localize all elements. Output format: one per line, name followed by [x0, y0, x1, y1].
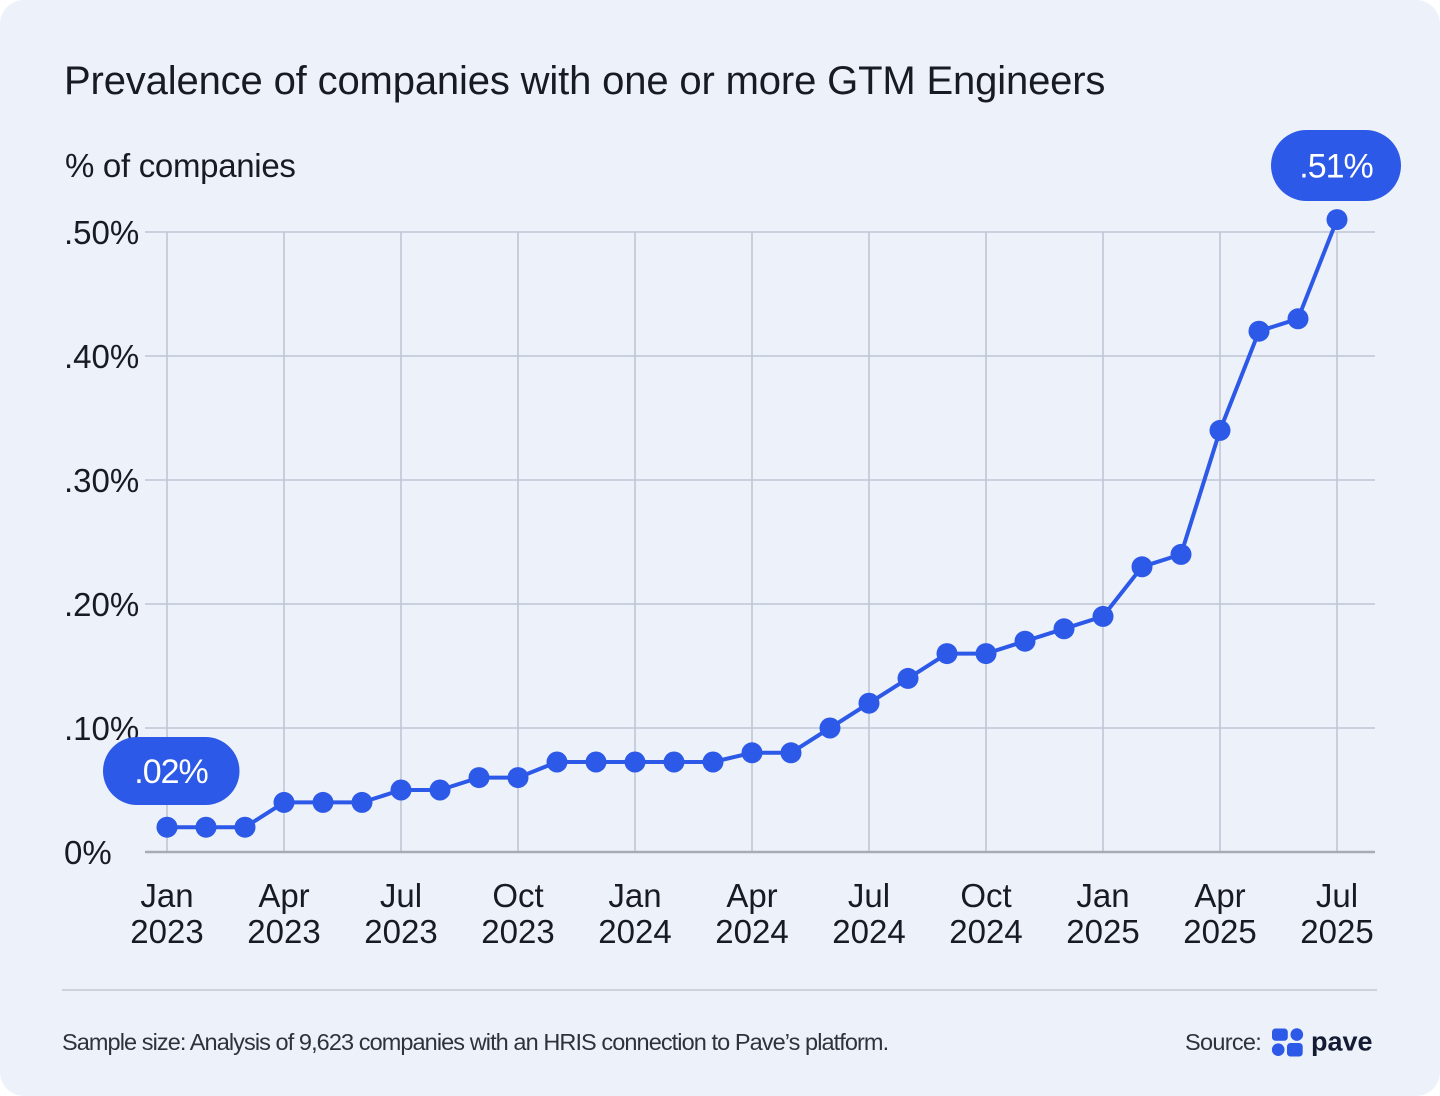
- svg-text:Apr: Apr: [1194, 877, 1245, 914]
- svg-text:2023: 2023: [481, 913, 554, 950]
- svg-text:Jul: Jul: [848, 877, 890, 914]
- svg-text:Oct: Oct: [960, 877, 1011, 914]
- svg-text:2023: 2023: [130, 913, 203, 950]
- svg-text:Apr: Apr: [726, 877, 777, 914]
- svg-text:Sample size: Analysis of 9,623: Sample size: Analysis of 9,623 companies…: [62, 1029, 888, 1055]
- svg-text:2023: 2023: [247, 913, 320, 950]
- svg-text:Oct: Oct: [492, 877, 543, 914]
- svg-text:2025: 2025: [1066, 913, 1139, 950]
- svg-text:0%: 0%: [64, 834, 112, 871]
- svg-text:.20%: .20%: [64, 586, 139, 623]
- svg-text:Prevalence of companies with o: Prevalence of companies with one or more…: [64, 59, 1105, 103]
- svg-text:.51%: .51%: [1299, 148, 1373, 186]
- svg-text:Apr: Apr: [258, 877, 309, 914]
- svg-text:Jan: Jan: [140, 877, 193, 914]
- svg-text:.30%: .30%: [64, 462, 139, 499]
- svg-text:2025: 2025: [1300, 913, 1373, 950]
- svg-text:2023: 2023: [364, 913, 437, 950]
- svg-text:Jul: Jul: [380, 877, 422, 914]
- svg-text:pave: pave: [1311, 1027, 1373, 1057]
- svg-text:Jul: Jul: [1316, 877, 1358, 914]
- svg-text:.40%: .40%: [64, 338, 139, 375]
- svg-text:% of companies: % of companies: [65, 147, 296, 184]
- svg-text:Jan: Jan: [1076, 877, 1129, 914]
- svg-text:2024: 2024: [949, 913, 1022, 950]
- svg-text:Jan: Jan: [608, 877, 661, 914]
- svg-text:2025: 2025: [1183, 913, 1256, 950]
- svg-text:2024: 2024: [598, 913, 671, 950]
- svg-text:.02%: .02%: [134, 753, 208, 791]
- svg-text:Source:: Source:: [1185, 1029, 1261, 1055]
- svg-text:2024: 2024: [832, 913, 905, 950]
- svg-text:.50%: .50%: [64, 214, 139, 251]
- svg-text:2024: 2024: [715, 913, 788, 950]
